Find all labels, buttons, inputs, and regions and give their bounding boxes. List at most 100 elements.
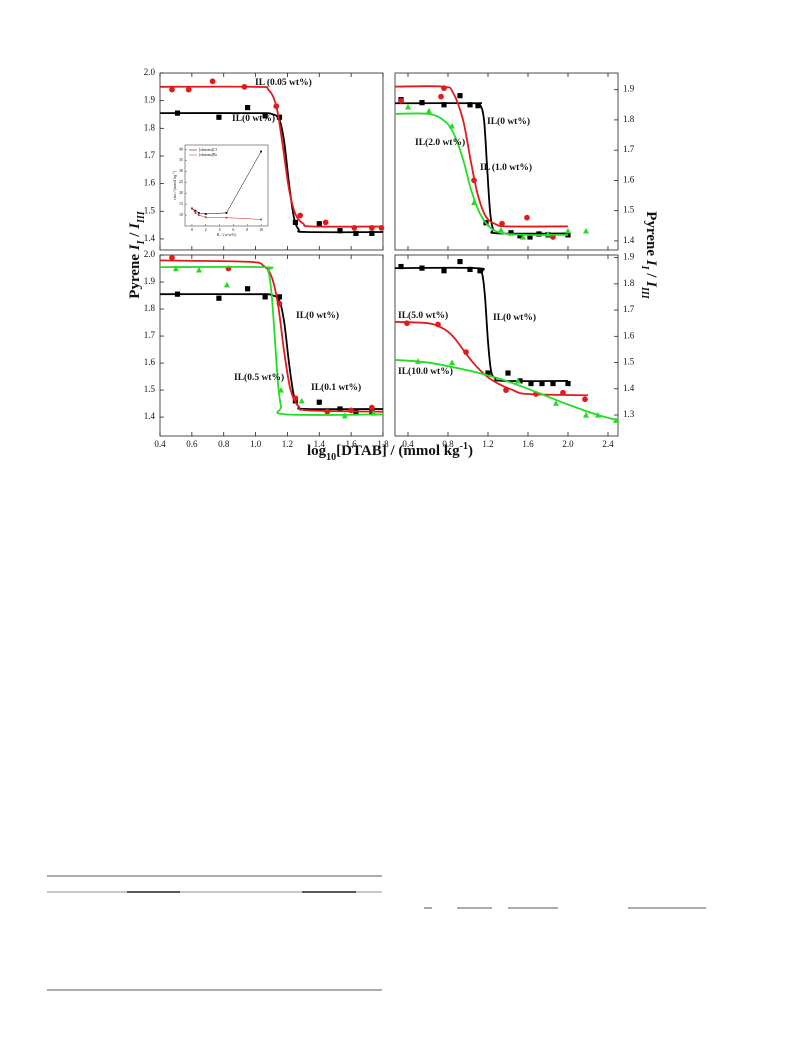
x-axis-label-part: -1: [460, 441, 468, 452]
x-tick-label: 1.0: [250, 439, 262, 449]
x-tick-label: 1.2: [482, 439, 493, 449]
point: [539, 380, 545, 387]
point: [457, 258, 463, 265]
y-tick-label: 1.8: [144, 122, 156, 132]
y-axis-label: Pyrene II / IIII: [127, 210, 146, 299]
y-axis-label-part: I: [127, 243, 143, 251]
point: [613, 417, 619, 423]
y-tick-label: 1.9: [144, 276, 156, 286]
y-tick-label: 1.8: [623, 114, 635, 124]
y-axis-label-part: Pyrene: [127, 250, 143, 298]
point: [260, 150, 262, 153]
fit-curve: [159, 112, 384, 234]
x-tick-label: 1.6: [522, 439, 534, 449]
panel-frame: [394, 254, 619, 437]
point: [273, 103, 280, 110]
panel: 1.4 1.5 1.6 1.7 1.8 1.9 2.0 IL(0 wt%) IL (0.05 w…: [144, 67, 385, 251]
y-axis-label-part: III: [136, 210, 147, 224]
point: [278, 386, 285, 393]
point: [169, 86, 175, 93]
y-tick-label: 1.9: [144, 95, 156, 105]
inset-x-label: IL / (w/w%): [217, 232, 237, 237]
point: [298, 397, 305, 404]
series-label: IL(0 wt%): [493, 312, 536, 323]
point: [517, 378, 523, 384]
x-tick-label: 4: [219, 227, 221, 232]
y-axis-label-part: I: [639, 265, 650, 271]
y-tick-label: 40: [179, 146, 183, 151]
y-tick-label: 10: [179, 212, 183, 217]
y-tick-label: 1.4: [623, 235, 635, 245]
x-tick-label: 1.2: [282, 439, 293, 449]
y-tick-label: 35: [179, 157, 183, 162]
point: [260, 218, 263, 221]
point: [348, 407, 355, 414]
y-tick-label: 1.5: [623, 357, 635, 367]
point: [583, 411, 589, 418]
point: [398, 97, 404, 104]
point: [190, 207, 193, 210]
x-axis-label-part: 10: [326, 452, 336, 463]
point: [505, 370, 511, 376]
point: [368, 404, 375, 411]
fit-curve: [159, 293, 384, 411]
y-tick-label: 1.8: [623, 278, 635, 288]
inset-y-label: cmc / (mmol kg-1): [171, 170, 177, 200]
point: [368, 225, 375, 231]
point: [194, 209, 197, 212]
y-tick-label: 30: [179, 168, 183, 173]
point: [174, 110, 181, 116]
panel-frame: [159, 254, 384, 437]
y-tick-label: 2.0: [144, 67, 156, 77]
point: [169, 254, 175, 261]
point: [370, 409, 377, 416]
fit-curve: [394, 112, 569, 236]
point: [369, 230, 375, 237]
point: [508, 230, 514, 236]
y-tick-label: 1.6: [623, 330, 635, 340]
inset-y-label-part: ): [172, 170, 177, 172]
y-axis-label-part: III: [639, 286, 650, 300]
series-label: IL(10.0 wt%): [398, 366, 453, 377]
point: [524, 214, 530, 221]
point: [499, 220, 505, 227]
point: [471, 177, 477, 184]
point: [457, 93, 463, 99]
y-tick-label: 1.4: [144, 411, 156, 421]
x-tick-label: 2.4: [602, 439, 614, 449]
x-tick-label: 1.6: [346, 439, 358, 449]
point: [550, 380, 556, 387]
y-tick-label: 1.9: [623, 252, 635, 262]
point: [225, 216, 228, 219]
point: [324, 408, 331, 415]
panel-frame: [159, 72, 384, 251]
point: [172, 265, 179, 272]
point: [498, 226, 504, 233]
series-label: IL(0.5 wt%): [234, 372, 284, 383]
point: [565, 227, 571, 234]
y-tick-label: 20: [179, 190, 183, 195]
x-tick-label: 1.8: [377, 439, 389, 449]
point: [560, 389, 566, 396]
point: [292, 219, 298, 225]
y-axis-label-part: /: [643, 270, 659, 282]
point: [262, 294, 268, 300]
x-axis-label: log10[DTAB] / (mmol kg-1): [307, 441, 473, 463]
point: [528, 380, 534, 387]
x-tick-label: 0.8: [442, 439, 454, 449]
point: [194, 211, 197, 214]
point: [438, 93, 444, 100]
x-axis-label-part: [DTAB] / (mmol kg: [336, 443, 460, 459]
y-tick-label: 2.0: [144, 249, 156, 259]
x-tick-label: 2: [205, 227, 207, 232]
point: [351, 225, 358, 231]
inset-y-label-part: cmc / (mmol kg: [172, 175, 177, 200]
point: [485, 370, 491, 376]
point: [471, 199, 477, 206]
series-label: IL(2.0 wt%): [415, 137, 465, 148]
point: [536, 231, 542, 237]
inset: 0 2 4 6 8 10 10 15 20 25 30 35 40 IL / (w/w%) cmc / (m…: [171, 144, 269, 237]
point: [565, 380, 571, 387]
point: [441, 102, 447, 108]
fit-curve: [159, 265, 384, 416]
